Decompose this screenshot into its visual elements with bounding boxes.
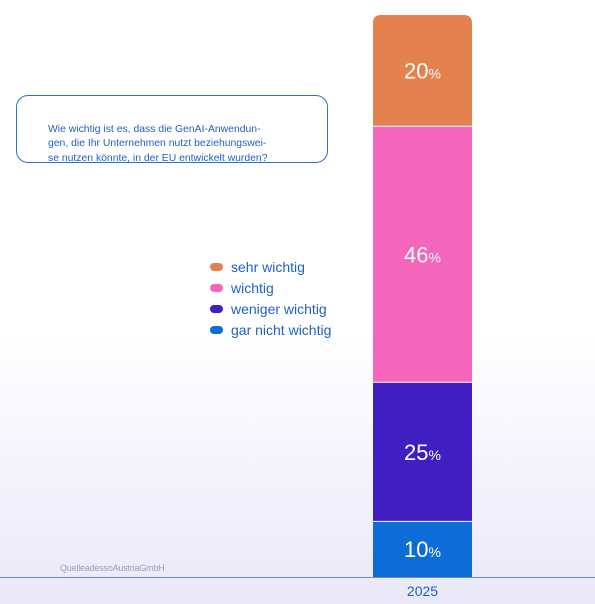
data-label-value: 20: [404, 59, 428, 84]
data-label-unit: %: [429, 447, 441, 463]
question-text: Wie wichtig ist es, dass die GenAI-Anwen…: [48, 123, 268, 164]
legend-item-wichtig: wichtig: [210, 277, 331, 298]
legend-swatch-wichtig: [210, 283, 223, 292]
data-label-unit: %: [429, 66, 441, 82]
data-label-wichtig: 46%: [404, 242, 441, 267]
legend-item-gar-nicht-wichtig: gar nicht wichtig: [210, 319, 331, 340]
data-label-value: 46: [404, 242, 428, 267]
legend: sehr wichtig wichtig weniger wichtig gar…: [210, 256, 331, 340]
data-label-value: 10: [404, 537, 428, 562]
data-label-value: 25: [404, 440, 428, 465]
x-tick-label: 2025: [407, 583, 438, 599]
legend-swatch-gar-nicht-wichtig: [210, 325, 223, 334]
bar-segment-wichtig: [373, 126, 472, 383]
legend-swatch-sehr-wichtig: [210, 262, 223, 271]
question-box: Wie wichtig ist es, dass die GenAI-Anwen…: [16, 95, 328, 164]
legend-item-weniger-wichtig: weniger wichtig: [210, 298, 331, 319]
legend-label-weniger-wichtig: weniger wichtig: [231, 300, 327, 317]
data-label-unit: %: [429, 544, 441, 560]
source-note: QuelleadessoAustriaGmbH: [60, 563, 165, 573]
data-label-weniger-wichtig: 25%: [404, 440, 441, 465]
bar-segment-sehr-wichtig: [373, 15, 472, 127]
legend-swatch-weniger-wichtig: [210, 304, 223, 313]
bar-segment-gar-nicht-wichtig: [373, 521, 472, 577]
legend-label-wichtig: wichtig: [231, 279, 274, 296]
legend-label-sehr-wichtig: sehr wichtig: [231, 258, 305, 275]
legend-item-sehr-wichtig: sehr wichtig: [210, 256, 331, 277]
data-label-sehr-wichtig: 20%: [404, 59, 441, 84]
bar-segment-weniger-wichtig: [373, 382, 472, 522]
legend-label-gar-nicht-wichtig: gar nicht wichtig: [231, 321, 332, 338]
data-label-gar-nicht-wichtig: 10%: [404, 537, 441, 562]
data-label-unit: %: [429, 249, 441, 265]
